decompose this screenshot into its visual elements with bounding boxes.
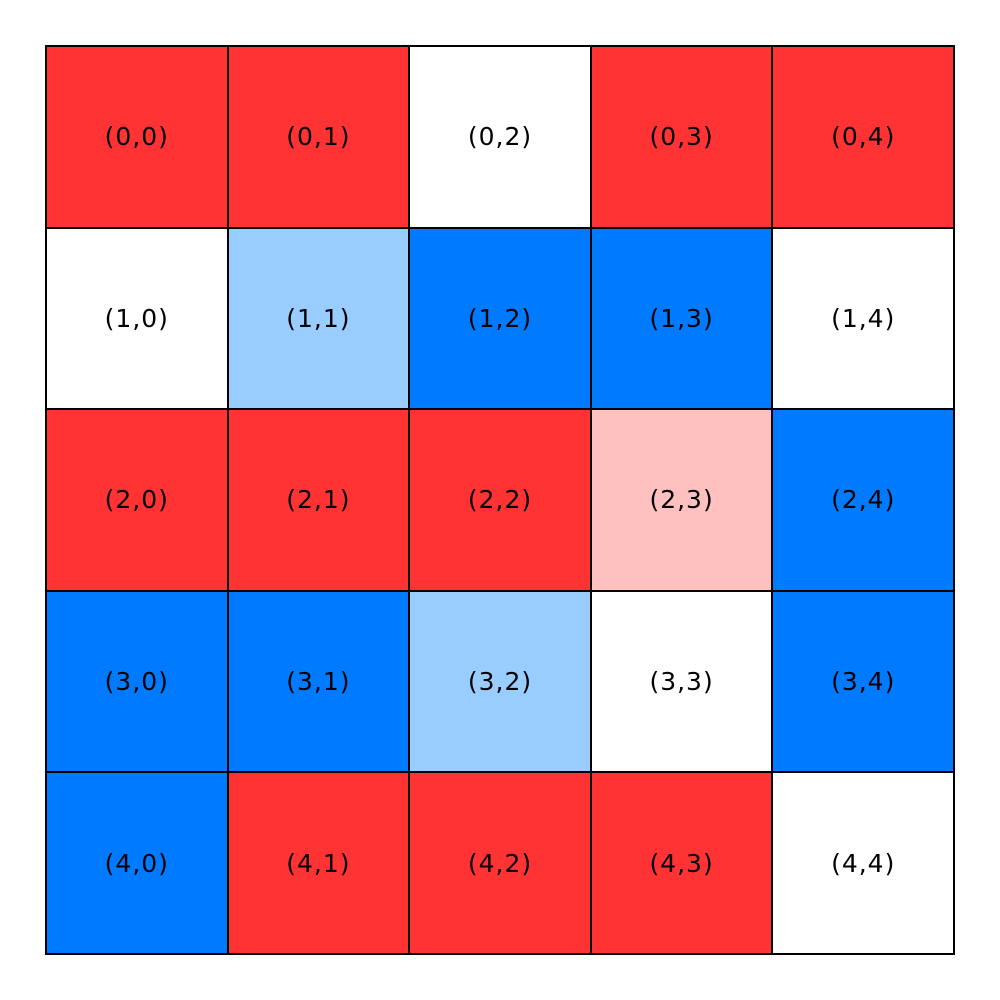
grid-cell-2-1: (2,1) [228,410,409,590]
grid-cell-label: (1,2) [467,303,533,333]
grid-cell-label: (1,0) [104,303,169,333]
grid-cell-3-4: (3,4) [773,591,953,772]
grid-cell-1-3: (1,3) [591,228,772,409]
grid-cell-label: (4,4) [831,848,896,878]
grid-cell-label: (3,3) [649,667,714,697]
grid-cell-0-4: (0,4) [773,47,953,227]
grid-cell-0-2: (0,2) [410,47,590,227]
grid-cell-label: (1,1) [286,303,351,333]
grid-cell-4-4: (4,4) [773,773,953,953]
grid-cell-2-0: (2,0) [47,410,227,590]
grid-cell-3-2: (3,2) [410,591,590,772]
grid-cell-4-1: (4,1) [228,773,409,953]
grid-cell-label: (2,2) [467,485,533,515]
grid-cell-3-1: (3,1) [228,591,409,772]
grid-cell-3-3: (3,3) [591,591,772,772]
grid-cell-label: (0,4) [831,122,896,152]
grid-cell-label: (4,2) [467,848,533,878]
grid-cell-1-0: (1,0) [47,228,227,409]
grid-cell-label: (3,4) [831,667,896,697]
grid-cell-label: (2,1) [286,485,351,515]
grid-cell-label: (4,0) [104,848,169,878]
grid-cell-1-2: (1,2) [410,228,590,409]
grid-cell-4-2: (4,2) [410,773,590,953]
grid-cell-label: (2,0) [104,485,169,515]
grid-cell-label: (2,3) [649,485,714,515]
grid-cell-label: (0,1) [286,122,351,152]
grid-cell-label: (3,0) [104,667,169,697]
grid-cell-2-3: (2,3) [591,410,772,590]
grid-cell-label: (3,2) [467,667,533,697]
grid-cell-1-1: (1,1) [228,228,409,409]
grid-cell-label: (4,3) [649,848,714,878]
grid-cell-label: (1,4) [831,303,896,333]
grid-cell-4-0: (4,0) [47,773,227,953]
grid-cell-2-2: (2,2) [410,410,590,590]
grid-cell-label: (4,1) [286,848,351,878]
grid-cell-4-3: (4,3) [591,773,772,953]
grid-cell-label: (0,2) [467,122,533,152]
grid-cell-0-1: (0,1) [228,47,409,227]
grid-cell-label: (2,4) [831,485,896,515]
grid-cell-0-0: (0,0) [47,47,227,227]
grid-cell-1-4: (1,4) [773,228,953,409]
grid-cell-label: (3,1) [286,667,351,697]
coordinate-grid: (0,0) (0,1) (0,2) (0,3) (0,4) (1,0) (1,1) (1,2)… [45,45,955,955]
grid-cell-0-3: (0,3) [591,47,772,227]
grid-cell-label: (0,3) [649,122,714,152]
grid-cell-2-4: (2,4) [773,410,953,590]
grid-cell-label: (1,3) [649,303,714,333]
grid-cell-label: (0,0) [104,122,169,152]
grid-cell-3-0: (3,0) [47,591,227,772]
